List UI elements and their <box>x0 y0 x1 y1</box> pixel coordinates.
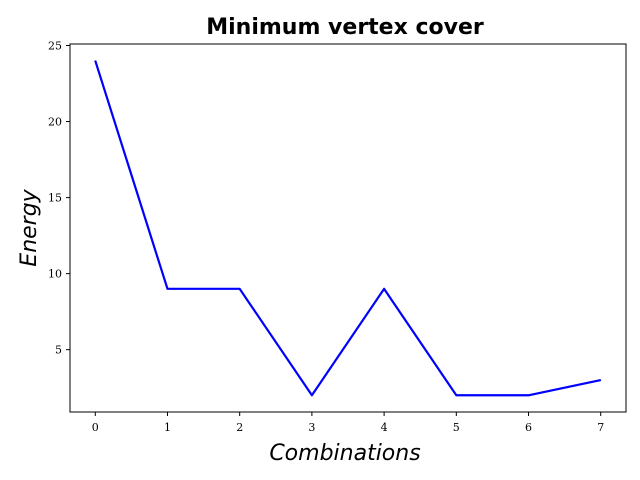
y-tick-label: 25 <box>48 40 62 53</box>
data-point <box>94 60 96 62</box>
x-axis-label: Combinations <box>269 441 420 466</box>
data-point <box>166 288 168 290</box>
data-point <box>239 288 241 290</box>
series-layer <box>94 60 602 397</box>
x-axis-ticks: 0 1 2 3 4 5 6 7 <box>92 412 604 434</box>
x-tick-label: 4 <box>381 421 388 434</box>
x-tick-label: 7 <box>597 421 604 434</box>
x-tick-label: 6 <box>525 421 532 434</box>
x-tick-label: 1 <box>164 421 171 434</box>
data-point <box>600 379 602 381</box>
x-tick-label: 3 <box>308 421 315 434</box>
data-point <box>311 394 313 396</box>
x-tick-label: 5 <box>453 421 460 434</box>
y-tick-label: 5 <box>55 344 62 357</box>
y-tick-label: 10 <box>48 268 62 281</box>
data-point <box>528 394 530 396</box>
y-tick-label: 20 <box>48 116 62 129</box>
chart-title: Minimum vertex cover <box>206 15 484 40</box>
y-axis-label: Energy <box>17 188 42 266</box>
x-tick-label: 2 <box>236 421 243 434</box>
y-tick-label: 15 <box>48 192 62 205</box>
series-line <box>94 60 601 397</box>
data-point <box>455 394 457 396</box>
y-axis-ticks: 5 10 15 20 25 <box>48 40 70 357</box>
data-point <box>383 288 385 290</box>
plot-area <box>69 43 627 413</box>
x-tick-label: 0 <box>92 421 99 434</box>
